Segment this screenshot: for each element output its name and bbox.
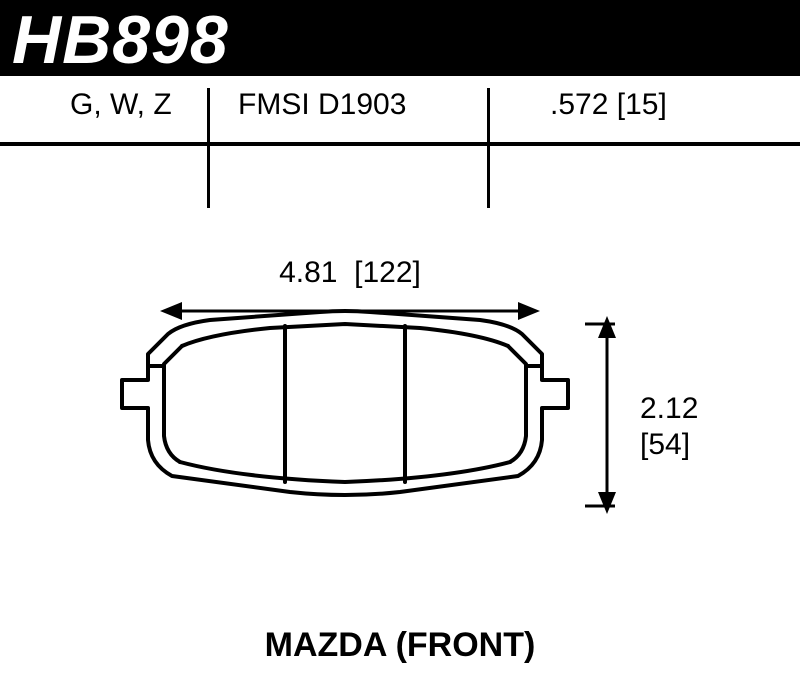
thickness-mm: [15] — [617, 88, 667, 121]
height-mm: [54] — [640, 427, 698, 463]
width-in: 4.81 — [279, 256, 337, 289]
footer-application: MAZDA (FRONT) — [0, 626, 800, 665]
dim-width-text: 4.81 [122] — [160, 256, 540, 290]
thickness-in: .572 — [550, 88, 608, 121]
spec-thickness: .572 [15] — [490, 88, 800, 122]
spec-row: G, W, Z FMSI D1903 .572 [15] — [0, 76, 800, 146]
width-mm: [122] — [354, 256, 421, 289]
height-arrow-icon — [585, 316, 635, 516]
height-in: 2.12 — [640, 391, 698, 427]
diagram-area: 4.81 [122] — [0, 146, 800, 691]
brake-pad-drawing — [120, 306, 580, 526]
dim-height-text: 2.12 [54] — [640, 391, 698, 463]
header-bar: HB898 — [0, 0, 800, 76]
part-number: HB898 — [12, 6, 788, 74]
